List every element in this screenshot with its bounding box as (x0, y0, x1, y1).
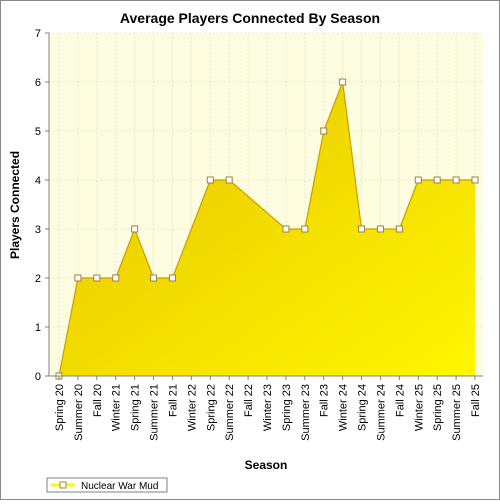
data-point-spring-23 (282, 225, 290, 233)
x-tick-label: Fall 23 (319, 384, 331, 417)
x-axis-title: Season (245, 458, 288, 472)
x-tick-label: Summer 21 (149, 384, 161, 441)
y-tick-label: 6 (35, 77, 41, 89)
data-point-summer-25 (452, 176, 460, 184)
x-tick-label: Fall 25 (470, 384, 482, 417)
legend-swatch-marker (59, 481, 67, 489)
data-point-spring-24 (358, 225, 366, 233)
x-tick-label: Winter 23 (262, 384, 274, 431)
y-tick-label: 2 (35, 273, 41, 285)
x-tick-label: Summer 25 (451, 384, 463, 441)
x-tick-label: Winter 22 (186, 384, 198, 431)
y-axis-title: Players Connected (8, 151, 22, 259)
data-point-summer-23 (301, 225, 309, 233)
x-tick-label: Spring 23 (281, 384, 293, 431)
data-point-fall-23 (320, 127, 328, 135)
x-tick-label: Summer 23 (300, 384, 312, 441)
x-tick-label: Fall 24 (394, 384, 406, 417)
x-tick-label: Winter 24 (338, 384, 350, 431)
x-tick-label: Summer 24 (375, 384, 387, 441)
data-point-winter-21 (112, 274, 120, 282)
x-tick-label: Fall 20 (92, 384, 104, 417)
y-tick-label: 3 (35, 224, 41, 236)
x-axis-ticks: Spring 20 Summer 20 Fall 20 Winter 21 Spring… (54, 376, 482, 441)
legend-box (46, 477, 168, 493)
series-area-nuclear-war-mud (59, 82, 475, 376)
data-point-spring-22 (206, 176, 214, 184)
x-tick-label: Summer 22 (224, 384, 236, 441)
y-tick-label: 0 (35, 371, 41, 383)
data-point-fall-20 (93, 274, 101, 282)
legend: Nuclear War Mud (46, 477, 168, 493)
data-point-summer-24 (376, 225, 384, 233)
y-tick-label: 1 (35, 322, 41, 334)
x-tick-label: Winter 25 (413, 384, 425, 431)
y-tick-label: 4 (35, 175, 41, 187)
data-point-spring-21 (131, 225, 139, 233)
chart-title: Average Players Connected By Season (120, 10, 380, 26)
data-point-summer-22 (225, 176, 233, 184)
data-point-fall-25 (471, 176, 479, 184)
x-tick-label: Spring 20 (54, 384, 66, 431)
data-point-summer-20 (74, 274, 82, 282)
y-axis-ticks: 0 1 2 3 4 5 6 7 (35, 28, 49, 383)
legend-label: Nuclear War Mud (81, 481, 158, 492)
data-point-winter-24 (339, 78, 347, 86)
x-tick-label: Fall 21 (167, 384, 179, 417)
x-tick-label: Winter 21 (111, 384, 123, 431)
y-tick-label: 5 (35, 126, 41, 138)
data-point-winter-25 (414, 176, 422, 184)
data-point-spring-25 (433, 176, 441, 184)
x-tick-label: Summer 20 (73, 384, 85, 441)
series-line-nuclear-war-mud (58, 81, 475, 377)
x-tick-label: Spring 21 (130, 384, 142, 431)
y-tick-label: 7 (35, 28, 41, 40)
data-point-fall-21 (168, 274, 176, 282)
x-tick-label: Fall 22 (243, 384, 255, 417)
data-point-summer-21 (150, 274, 158, 282)
x-tick-label: Spring 24 (357, 384, 369, 431)
x-tick-label: Spring 25 (432, 384, 444, 431)
x-tick-label: Spring 22 (205, 384, 217, 431)
data-point-fall-24 (395, 225, 403, 233)
